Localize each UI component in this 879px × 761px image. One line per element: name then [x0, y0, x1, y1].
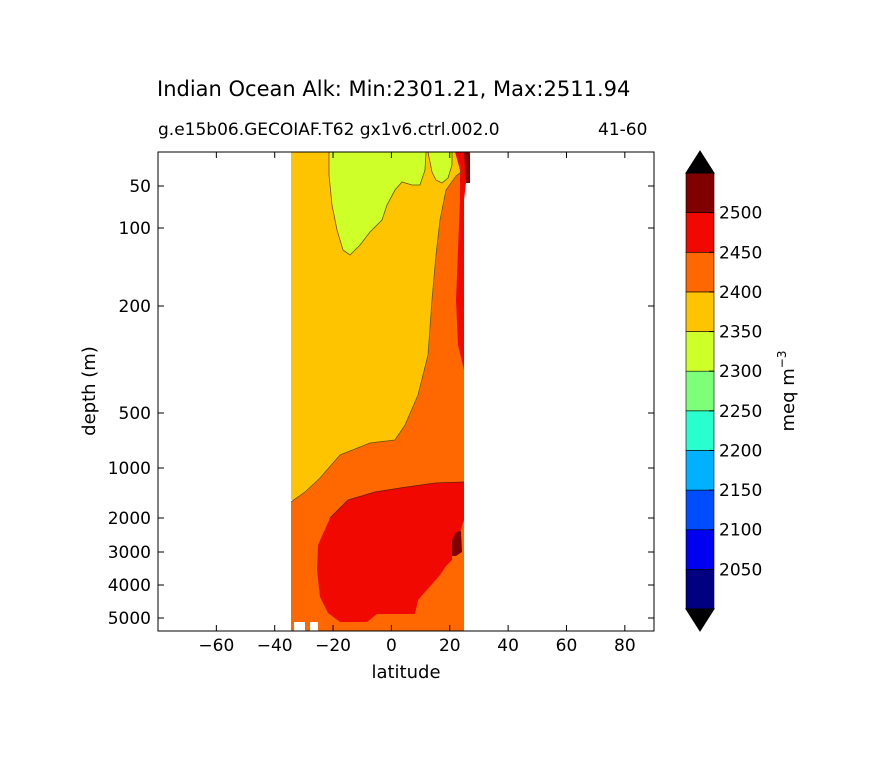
colorbar-segment	[685, 410, 715, 451]
y-tick-label: 2000	[108, 509, 151, 529]
colorbar-segment	[685, 489, 715, 531]
y-tick-label: 1000	[108, 459, 151, 479]
y-tick-label: 3000	[108, 543, 151, 563]
colorbar-ticks: 2050 2100 2150 2200 2250 2300 2350 2400 2450 2500	[709, 204, 762, 580]
chart-title: Indian Ocean Alk: Min:2301.21, Max:2511.…	[157, 77, 631, 101]
x-tick-label: 20	[439, 636, 461, 656]
x-axis: −60 −40 −20 0 20 40 60 80	[198, 152, 636, 656]
colorbar-label: meq m−3	[775, 351, 799, 432]
colorbar-tick-label: 2050	[719, 560, 762, 580]
x-tick-label: 0	[386, 636, 397, 656]
y-tick-label: 100	[119, 219, 151, 239]
colorbar-segment	[685, 172, 715, 213]
colorbar-tick-label: 2450	[719, 243, 762, 263]
contour-band-2450-2500-shelf	[455, 152, 470, 370]
x-tick-label: −40	[257, 636, 293, 656]
chart-period: 41-60	[598, 120, 648, 140]
colorbar-tick-label: 2100	[719, 521, 762, 541]
colorbar-extend-max	[685, 150, 715, 174]
colorbar-tick-label: 2250	[719, 402, 762, 422]
colorbar-segment	[685, 212, 715, 253]
colorbar	[685, 150, 715, 632]
contour-band-2300-2350	[329, 152, 426, 255]
missing-patch	[310, 622, 318, 631]
colorbar-segment	[685, 370, 715, 412]
y-tick-label: 50	[129, 177, 151, 197]
x-tick-label: −60	[198, 636, 234, 656]
colorbar-tick-label: 2400	[719, 283, 762, 303]
colorbar-tick-label: 2500	[719, 204, 762, 224]
colorbar-segment	[685, 291, 715, 332]
contour-band-2500-shelf	[464, 152, 470, 183]
colorbar-segment	[685, 331, 715, 372]
y-tick-label: 5000	[108, 609, 151, 629]
y-axis-label: depth (m)	[79, 346, 100, 436]
colorbar-tick-label: 2150	[719, 481, 762, 501]
contour-line-2400	[290, 169, 465, 503]
y-tick-label: 200	[119, 297, 151, 317]
contour-line-2450	[329, 481, 465, 519]
x-axis-label: latitude	[371, 662, 440, 683]
contour-band-2500-deep	[452, 531, 462, 556]
colorbar-extend-min	[685, 608, 715, 632]
colorbar-segment	[685, 529, 715, 570]
contour-band-2450-2500-deep	[317, 482, 464, 622]
colorbar-segment	[685, 450, 715, 491]
colorbar-tick-label: 2350	[719, 323, 762, 343]
chart-subtitle: g.e15b06.GECOIAF.T62 gx1v6.ctrl.002.0	[158, 120, 500, 140]
y-tick-label: 4000	[108, 576, 151, 596]
y-axis: 50 100 200 500 1000 2000 3000 4000 5000	[108, 177, 654, 629]
x-tick-label: 40	[497, 636, 519, 656]
x-tick-label: 80	[614, 636, 636, 656]
x-tick-label: 60	[556, 636, 578, 656]
y-tick-label: 500	[119, 404, 151, 424]
plot-frame	[157, 151, 655, 632]
missing-patch	[294, 622, 305, 631]
colorbar-tick-label: 2200	[719, 441, 762, 461]
x-tick-label: −20	[315, 636, 351, 656]
contour-field	[290, 151, 470, 631]
contour-line-2350	[328, 151, 427, 256]
colorbar-tick-label: 2300	[719, 362, 762, 382]
colorbar-segment	[685, 569, 715, 610]
contour-line-2350-north	[427, 151, 453, 184]
colorbar-segment	[685, 251, 715, 293]
